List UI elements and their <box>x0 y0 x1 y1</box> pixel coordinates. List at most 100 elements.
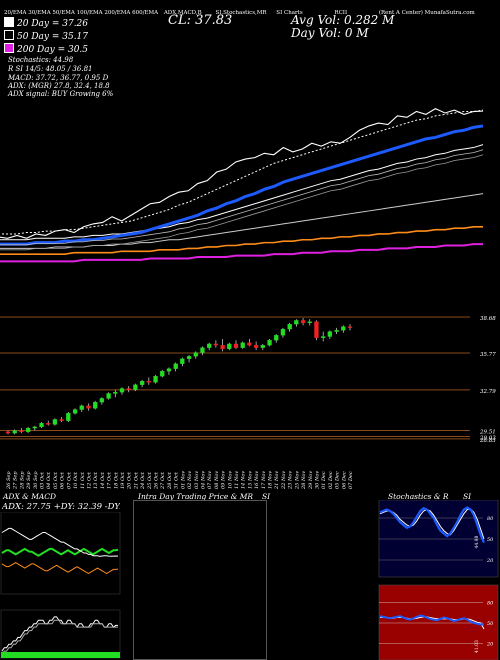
stoch-frame <box>378 500 499 578</box>
date-label: 13 Oct <box>93 471 99 489</box>
intraday-panel <box>133 500 267 660</box>
candle-body <box>247 342 252 346</box>
day200-stat: 200 Day = 30.5 <box>4 43 88 55</box>
adx-line-ADX <box>1 527 119 557</box>
ema-line-ema-orange <box>0 225 483 255</box>
stoch-si-label: SI <box>463 492 472 501</box>
candle-body <box>186 356 192 359</box>
date-label: 11 Nov <box>234 471 240 489</box>
candle-body <box>233 343 239 348</box>
candle-body <box>93 401 98 409</box>
stoch-lines-group: 80 50 20 44.98 <box>379 506 494 564</box>
day50-swatch <box>4 30 14 40</box>
date-label: 26 Sep <box>6 471 12 490</box>
candle-body <box>52 419 58 425</box>
avg-volume: Avg Vol: 0.282 M <box>291 13 395 27</box>
date-label: 06 Dec <box>341 471 347 489</box>
day-volume: Day Vol: 0 M <box>291 26 369 40</box>
candle-body <box>347 326 353 328</box>
candle-body <box>86 405 91 409</box>
date-label: 28 Sep <box>19 471 25 490</box>
date-label: 09 Nov <box>221 471 227 489</box>
ema-line-close <box>0 108 484 239</box>
rsi-lines-group: 80 50 20 41.03 <box>379 601 494 653</box>
candle-body <box>99 398 105 403</box>
ema-line-band-1 <box>0 149 484 246</box>
date-label: 16 Nov <box>254 471 260 489</box>
stochastics-stat: Stochastics: 44.98 <box>8 56 74 64</box>
day20-swatch <box>4 17 14 27</box>
adx-stat: ADX: (MGR) 27.8, 32.4, 18.8 <box>8 82 110 90</box>
ema-chart <box>0 108 484 263</box>
header-sicharts-label: SI Charts <box>276 10 303 16</box>
adx-lines-group <box>1 527 119 575</box>
intraday-panel-title: Intra Day Trading Price & MR <box>138 492 254 501</box>
date-label: 08 Nov <box>214 471 220 489</box>
candle-body <box>193 352 198 357</box>
date-label: 06 Oct <box>60 471 66 489</box>
price-level-label: 29.03 <box>479 435 496 441</box>
date-labels-group: 26 Sep 27 Sep 28 Sep 29 Sep 30 Sep 03 Oct 04 O… <box>6 471 354 490</box>
date-label: 12 Oct <box>86 471 92 489</box>
macd-line-MACD <box>1 616 118 652</box>
candle-body <box>79 405 84 410</box>
candle-body <box>59 419 64 421</box>
date-label: 10 Nov <box>227 471 233 489</box>
adx-line--DY <box>1 561 119 575</box>
header-company-label: (Rent A Center) MunafaSutra.com <box>378 10 475 16</box>
rsi-stat: R SI 14/5: 48.05 / 36.81 <box>8 65 93 73</box>
date-label: 25 Oct <box>147 471 153 490</box>
candle-body <box>113 392 118 394</box>
candle-body <box>126 388 131 390</box>
macd-lines-group <box>1 616 120 658</box>
candle-body <box>153 375 158 383</box>
candle-body <box>341 326 346 331</box>
date-label: 27 Oct <box>160 471 166 490</box>
stoch-panel-title: Stochastics & R <box>388 492 449 501</box>
stoch-line-D <box>379 508 485 540</box>
date-label: 29 Sep <box>26 471 32 490</box>
adx-macd-panel <box>0 512 121 659</box>
candle-body <box>39 423 44 428</box>
day50-stat: 50 Day = 35.17 <box>4 30 88 42</box>
adx-line-+DY <box>1 547 119 557</box>
adx-signal-stat: ADX signal: BUY Growing 6% <box>8 90 114 98</box>
price-level-label: 28.83 <box>479 438 496 444</box>
stoch-rsi-panel: 80 50 20 44.98 80 50 20 41.03 <box>378 500 499 660</box>
price-level-label: 35.77 <box>480 352 496 358</box>
date-label: 11 Oct <box>80 471 86 489</box>
header-label-strip: 20/EMA 30/EMA 50/EMA 100/EMA 200/EMA 600… <box>4 10 475 16</box>
date-label: 04 Oct <box>46 471 52 489</box>
date-label: 24 Oct <box>140 471 146 490</box>
candle-body <box>213 343 219 346</box>
candle-body <box>240 342 245 348</box>
candle-body <box>334 330 339 332</box>
candle-body <box>314 321 319 338</box>
candle-body <box>119 388 125 393</box>
candle-body <box>5 431 11 434</box>
stoch-line-K <box>379 506 486 543</box>
candle-body <box>106 393 111 399</box>
date-label: 25 Nov <box>294 471 300 490</box>
date-label: 20 Oct <box>127 471 133 490</box>
adx-readout: ADX: 27.75 +DY: 32.39 -DY: 18.21 <box>2 502 120 512</box>
date-label: 18 Nov <box>268 471 274 489</box>
date-label: 15 Nov <box>247 471 253 489</box>
date-label: 03 Oct <box>40 471 46 489</box>
date-label: 03 Nov <box>194 471 200 489</box>
date-label: 07 Nov <box>207 471 213 489</box>
price-level-label: 32.79 <box>480 389 496 395</box>
date-label: 02 Nov <box>187 471 193 489</box>
rsi-line <box>379 614 485 626</box>
date-label: 27 Sep <box>13 471 19 490</box>
rsi-tick-label: 80 <box>487 601 494 607</box>
candle-body <box>200 347 205 353</box>
date-label: 02 Dec <box>328 471 334 489</box>
candle-body <box>66 413 71 421</box>
candle-body <box>267 340 272 346</box>
candle-body <box>274 335 279 341</box>
stoch-readout: 44.98 <box>474 535 480 548</box>
candle-body <box>139 380 145 385</box>
candle-body <box>300 320 306 324</box>
